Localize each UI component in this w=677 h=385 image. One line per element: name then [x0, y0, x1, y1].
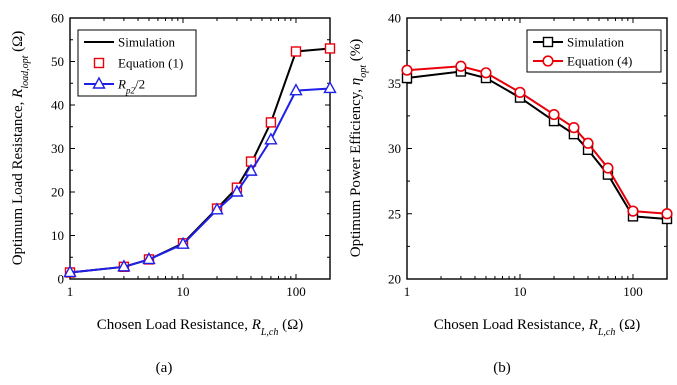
- legend: Simulation Equation (1) Rp2/2: [77, 29, 197, 97]
- y-tick-label: 20: [388, 272, 401, 287]
- legend-label-subscript: p2: [125, 86, 136, 96]
- data-point-marker: [244, 163, 258, 176]
- data-point-marker: [230, 184, 244, 197]
- data-point-marker: [324, 43, 336, 54]
- data-point-marker: [602, 162, 614, 174]
- y-tick-label: 25: [388, 206, 401, 221]
- axis-title-text: Chosen Load Resistance,: [434, 317, 589, 333]
- axis-title-unit: (%): [348, 39, 364, 65]
- data-point-marker: [117, 259, 131, 272]
- x-tick-label: 100: [623, 284, 643, 299]
- data-point-marker: [627, 205, 639, 217]
- axis-title-symbol: R: [10, 89, 26, 99]
- data-point-marker: [289, 83, 303, 96]
- series-equation-4-: [401, 60, 673, 220]
- x-axis-ticks: [406, 18, 668, 279]
- data-point-marker: [265, 117, 277, 128]
- legend-label: Equation (4): [567, 54, 632, 69]
- x-tick-label: 1: [404, 284, 411, 299]
- data-point-marker: [176, 236, 190, 249]
- legend-label: Rp2/2: [117, 77, 145, 96]
- axis-title-text: Optimum Load Resistance,: [10, 98, 26, 265]
- legend: Simulation Equation (4): [526, 29, 662, 73]
- x-tick-label: 10: [176, 284, 189, 299]
- data-point-marker: [264, 132, 278, 145]
- data-point-marker: [290, 46, 302, 57]
- data-point-marker: [142, 251, 156, 265]
- y-tick-label: 50: [51, 54, 64, 69]
- x-tick-label: 100: [286, 284, 306, 299]
- y-tick-label: 35: [388, 76, 401, 91]
- legend-marker: [542, 55, 554, 67]
- x-axis-title: Chosen Load Resistance, RL,ch (Ω): [434, 317, 641, 338]
- legend-label: Simulation: [118, 35, 176, 50]
- axis-title-subscript: L,ch: [260, 327, 279, 338]
- y-tick-label: 20: [51, 185, 64, 200]
- series-rp2-half: [63, 81, 337, 278]
- legend-label-suffix: /2: [135, 77, 145, 92]
- x-tick-label: 10: [513, 284, 526, 299]
- series-simulation: [401, 66, 673, 225]
- legend-marker: [93, 57, 105, 69]
- legend-marker: [92, 76, 106, 89]
- axis-title-symbol: R: [251, 317, 261, 333]
- axis-title-unit: (Ω): [278, 317, 303, 333]
- data-point-marker: [455, 60, 467, 72]
- axis-title-text: Optimum Power Efficiency,: [348, 85, 364, 257]
- axis-title-text: Chosen Load Resistance,: [97, 317, 252, 333]
- axis-title-subscript: opt: [358, 65, 369, 78]
- data-point-marker: [568, 122, 580, 134]
- y-tick-label: 30: [388, 141, 401, 156]
- axis-title-unit: (Ω): [615, 317, 640, 333]
- data-point-marker: [63, 265, 77, 278]
- legend-label: Simulation: [567, 35, 625, 50]
- panel-label: (b): [493, 360, 511, 376]
- panel-label: (a): [156, 360, 173, 376]
- data-point-marker: [548, 108, 560, 121]
- y-axis-title: Optimum Load Resistance, Rload,opt (Ω): [10, 31, 31, 266]
- chart-panel-a: 1 10 100 0 10 20 30 40 50 60 Chosen Load Resistanc…: [10, 11, 337, 376]
- y-tick-label: 60: [51, 11, 64, 26]
- axis-title-symbol: η: [348, 78, 364, 85]
- legend-label: Equation (1): [118, 56, 183, 71]
- axis-title-subscript: load,opt: [20, 55, 31, 88]
- y-axis-ticks: [70, 17, 330, 280]
- x-axis-ticks: [69, 18, 331, 279]
- data-point-marker: [401, 64, 413, 76]
- legend-marker: [542, 36, 554, 48]
- data-point-marker: [323, 81, 337, 94]
- legend-label-symbol: R: [117, 77, 126, 92]
- chart-panel-b: 1 10 100 20 25 30 35 40 Chosen Load Resistance, …: [348, 11, 673, 376]
- y-axis-title: Optimum Power Efficiency, ηopt (%): [348, 39, 369, 258]
- data-point-marker: [661, 208, 673, 220]
- y-axis-ticks: [407, 17, 667, 280]
- series-line: [406, 65, 668, 215]
- data-point-marker: [210, 202, 224, 215]
- data-point-marker: [514, 86, 526, 98]
- data-point-marker: [480, 67, 492, 79]
- data-point-marker: [582, 137, 594, 149]
- axis-title-symbol: R: [588, 317, 598, 333]
- series-line: [406, 70, 668, 220]
- y-tick-label: 0: [58, 272, 65, 287]
- y-tick-label: 40: [388, 11, 401, 26]
- y-tick-label: 40: [51, 98, 64, 113]
- series-line: [69, 87, 331, 274]
- x-tick-label: 1: [67, 284, 74, 299]
- y-tick-label: 30: [51, 141, 64, 156]
- y-tick-label: 10: [51, 228, 64, 243]
- x-axis-title: Chosen Load Resistance, RL,ch (Ω): [97, 317, 304, 338]
- axis-title-subscript: L,ch: [597, 327, 616, 338]
- axis-title-unit: (Ω): [10, 31, 26, 56]
